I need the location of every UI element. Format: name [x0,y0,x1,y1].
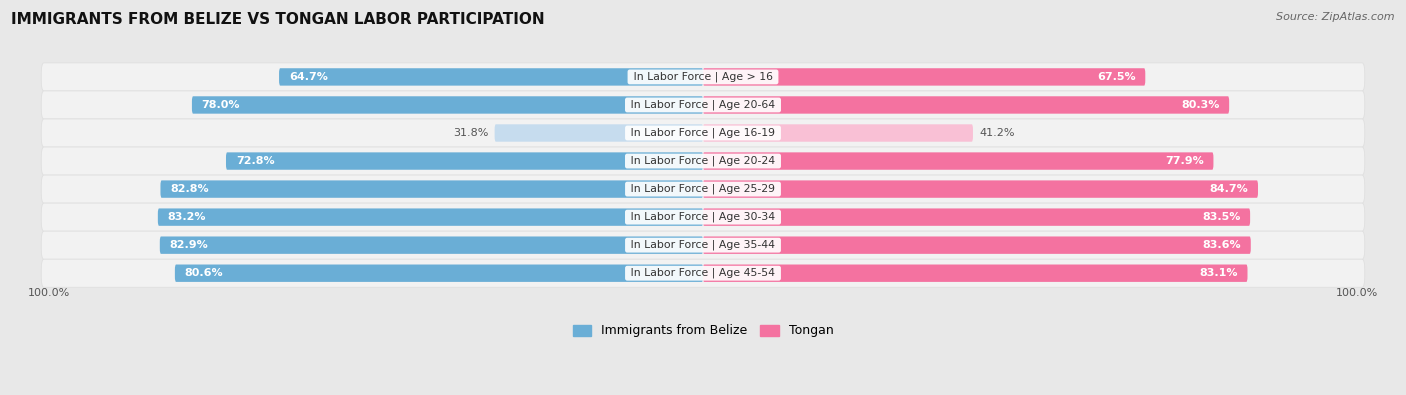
FancyBboxPatch shape [41,147,1365,175]
FancyBboxPatch shape [41,203,1365,231]
Text: In Labor Force | Age 25-29: In Labor Force | Age 25-29 [627,184,779,194]
Text: 82.8%: 82.8% [170,184,209,194]
Text: In Labor Force | Age 16-19: In Labor Force | Age 16-19 [627,128,779,138]
Legend: Immigrants from Belize, Tongan: Immigrants from Belize, Tongan [568,320,838,342]
Text: 84.7%: 84.7% [1209,184,1249,194]
Text: 83.2%: 83.2% [167,212,207,222]
Text: 100.0%: 100.0% [28,288,70,298]
FancyBboxPatch shape [703,181,1258,198]
Text: In Labor Force | Age > 16: In Labor Force | Age > 16 [630,71,776,82]
FancyBboxPatch shape [41,175,1365,203]
FancyBboxPatch shape [174,265,703,282]
Text: 82.9%: 82.9% [170,240,208,250]
Text: 83.6%: 83.6% [1202,240,1241,250]
Text: 77.9%: 77.9% [1164,156,1204,166]
Text: In Labor Force | Age 45-54: In Labor Force | Age 45-54 [627,268,779,278]
Text: 41.2%: 41.2% [980,128,1015,138]
Text: In Labor Force | Age 30-34: In Labor Force | Age 30-34 [627,212,779,222]
FancyBboxPatch shape [703,237,1251,254]
FancyBboxPatch shape [703,209,1250,226]
Text: IMMIGRANTS FROM BELIZE VS TONGAN LABOR PARTICIPATION: IMMIGRANTS FROM BELIZE VS TONGAN LABOR P… [11,12,546,27]
Text: 80.6%: 80.6% [184,268,224,278]
FancyBboxPatch shape [703,152,1213,170]
Text: 67.5%: 67.5% [1097,72,1136,82]
FancyBboxPatch shape [226,152,703,170]
Text: 83.1%: 83.1% [1199,268,1237,278]
Text: Source: ZipAtlas.com: Source: ZipAtlas.com [1277,12,1395,22]
FancyBboxPatch shape [160,237,703,254]
Text: 78.0%: 78.0% [201,100,240,110]
Text: 83.5%: 83.5% [1202,212,1240,222]
FancyBboxPatch shape [278,68,703,86]
FancyBboxPatch shape [160,181,703,198]
FancyBboxPatch shape [703,124,973,142]
FancyBboxPatch shape [41,91,1365,119]
FancyBboxPatch shape [703,68,1146,86]
Text: 80.3%: 80.3% [1181,100,1219,110]
Text: In Labor Force | Age 20-64: In Labor Force | Age 20-64 [627,100,779,110]
FancyBboxPatch shape [41,63,1365,91]
FancyBboxPatch shape [191,96,703,114]
FancyBboxPatch shape [703,96,1229,114]
Text: 100.0%: 100.0% [1336,288,1378,298]
Text: 64.7%: 64.7% [288,72,328,82]
FancyBboxPatch shape [157,209,703,226]
Text: 72.8%: 72.8% [236,156,274,166]
FancyBboxPatch shape [703,265,1247,282]
Text: 31.8%: 31.8% [453,128,488,138]
Text: In Labor Force | Age 20-24: In Labor Force | Age 20-24 [627,156,779,166]
FancyBboxPatch shape [41,231,1365,259]
FancyBboxPatch shape [41,259,1365,287]
FancyBboxPatch shape [495,124,703,142]
FancyBboxPatch shape [41,119,1365,147]
Text: In Labor Force | Age 35-44: In Labor Force | Age 35-44 [627,240,779,250]
